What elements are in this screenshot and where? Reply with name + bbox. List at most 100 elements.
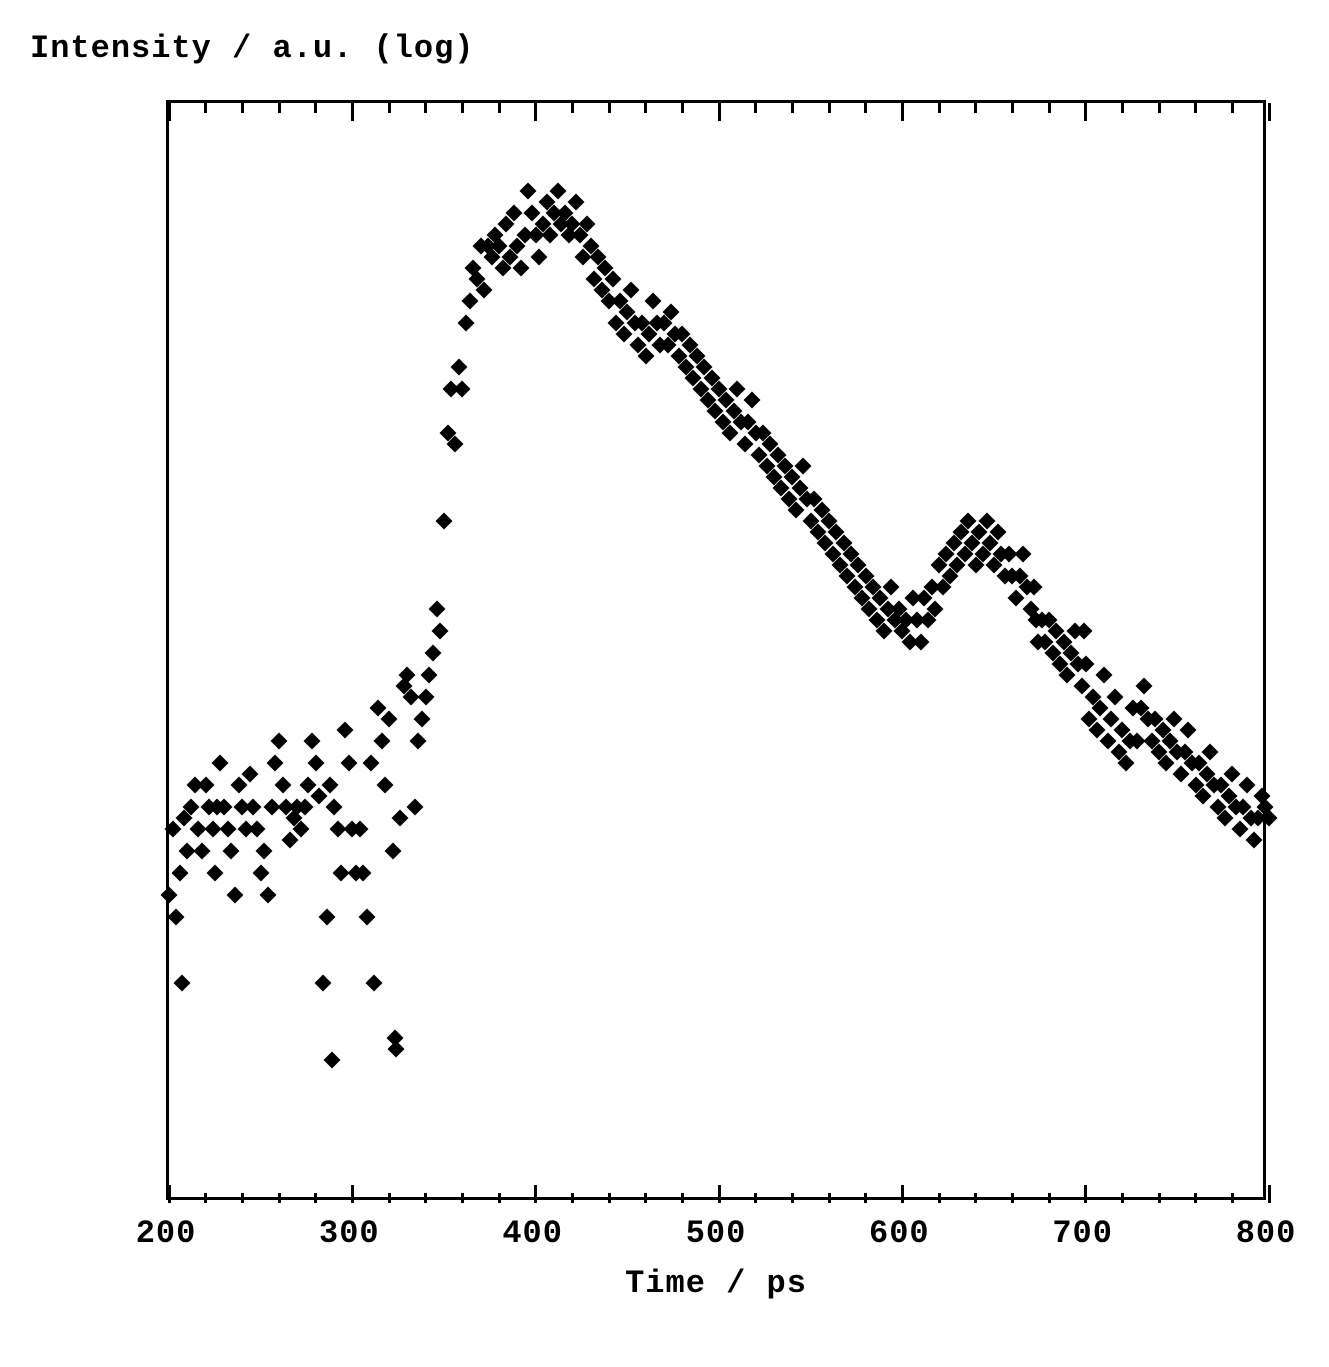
x-tick-major-top [901,103,904,121]
x-tick-major-top [534,103,537,121]
data-point [219,821,236,838]
data-point [241,766,258,783]
x-tick-minor-top [974,103,977,113]
data-point [795,458,812,475]
data-point [245,799,262,816]
data-point [450,359,467,376]
data-point [197,777,214,794]
chart-container: Intensity / a.u. (log) Time / ps 2003004… [30,30,1300,1337]
y-axis-title: Intensity / a.u. (log) [30,30,474,67]
x-tick-label: 700 [1052,1215,1113,1252]
data-point [513,260,530,277]
data-point [173,975,190,992]
data-point [1008,590,1025,607]
x-tick-minor-top [608,103,611,113]
x-tick-minor-top [1011,103,1014,113]
x-tick-minor [1011,1193,1014,1203]
x-tick-major-top [1268,103,1271,121]
x-tick-minor-top [1231,103,1234,113]
data-point [249,821,266,838]
data-point [568,194,585,211]
x-tick-minor [498,1193,501,1203]
plot-area [166,100,1266,1200]
data-point [392,810,409,827]
x-tick-minor-top [1158,103,1161,113]
x-tick-minor-top [1194,103,1197,113]
data-point [381,711,398,728]
data-point [1246,832,1263,849]
data-point [1173,766,1190,783]
x-tick-label: 200 [136,1215,197,1252]
data-point [425,645,442,662]
x-tick-minor-top [1121,103,1124,113]
x-tick-label: 600 [869,1215,930,1252]
x-tick-label: 300 [319,1215,380,1252]
x-tick-minor [864,1193,867,1203]
x-tick-minor [644,1193,647,1203]
data-point [304,733,321,750]
x-tick-minor [681,1193,684,1203]
data-point [324,1052,341,1069]
data-point [417,689,434,706]
data-point [274,777,291,794]
x-tick-minor-top [571,103,574,113]
data-point [384,843,401,860]
data-point [194,843,211,860]
data-point [1015,546,1032,563]
data-point [883,579,900,596]
data-point [318,909,335,926]
data-point [736,436,753,453]
data-point [230,777,247,794]
x-tick-major [1084,1185,1087,1203]
data-point [1096,667,1113,684]
data-point [1239,777,1256,794]
data-point [744,392,761,409]
x-tick-minor [314,1193,317,1203]
x-tick-minor [754,1193,757,1203]
x-tick-minor-top [424,103,427,113]
x-tick-minor-top [864,103,867,113]
x-tick-label: 800 [1236,1215,1297,1252]
x-tick-minor-top [388,103,391,113]
data-point [458,315,475,332]
x-tick-minor-top [681,103,684,113]
x-tick-minor [278,1193,281,1203]
data-point [436,513,453,530]
data-point [271,733,288,750]
data-point [414,711,431,728]
data-point [326,799,343,816]
data-point [432,623,449,640]
data-point [373,733,390,750]
data-point [227,887,244,904]
data-point [454,381,471,398]
data-point [729,381,746,398]
data-point [388,1041,405,1058]
x-tick-minor [1048,1193,1051,1203]
data-point [337,722,354,739]
x-tick-minor [608,1193,611,1203]
data-point [531,249,548,266]
data-point [1231,821,1248,838]
x-tick-minor [828,1193,831,1203]
data-point [1136,678,1153,695]
data-point [172,865,189,882]
x-tick-minor-top [314,103,317,113]
data-point [256,843,273,860]
data-point [406,799,423,816]
data-point [164,821,181,838]
x-tick-minor [938,1193,941,1203]
x-tick-minor-top [828,103,831,113]
x-tick-major [901,1185,904,1203]
data-point [161,887,178,904]
x-tick-minor [241,1193,244,1203]
x-tick-major-top [351,103,354,121]
x-tick-minor-top [644,103,647,113]
x-tick-minor-top [241,103,244,113]
data-point [1180,722,1197,739]
x-tick-minor [571,1193,574,1203]
x-tick-minor-top [204,103,207,113]
data-point [315,975,332,992]
data-point [1202,744,1219,761]
x-tick-label: 500 [686,1215,747,1252]
data-point [421,667,438,684]
